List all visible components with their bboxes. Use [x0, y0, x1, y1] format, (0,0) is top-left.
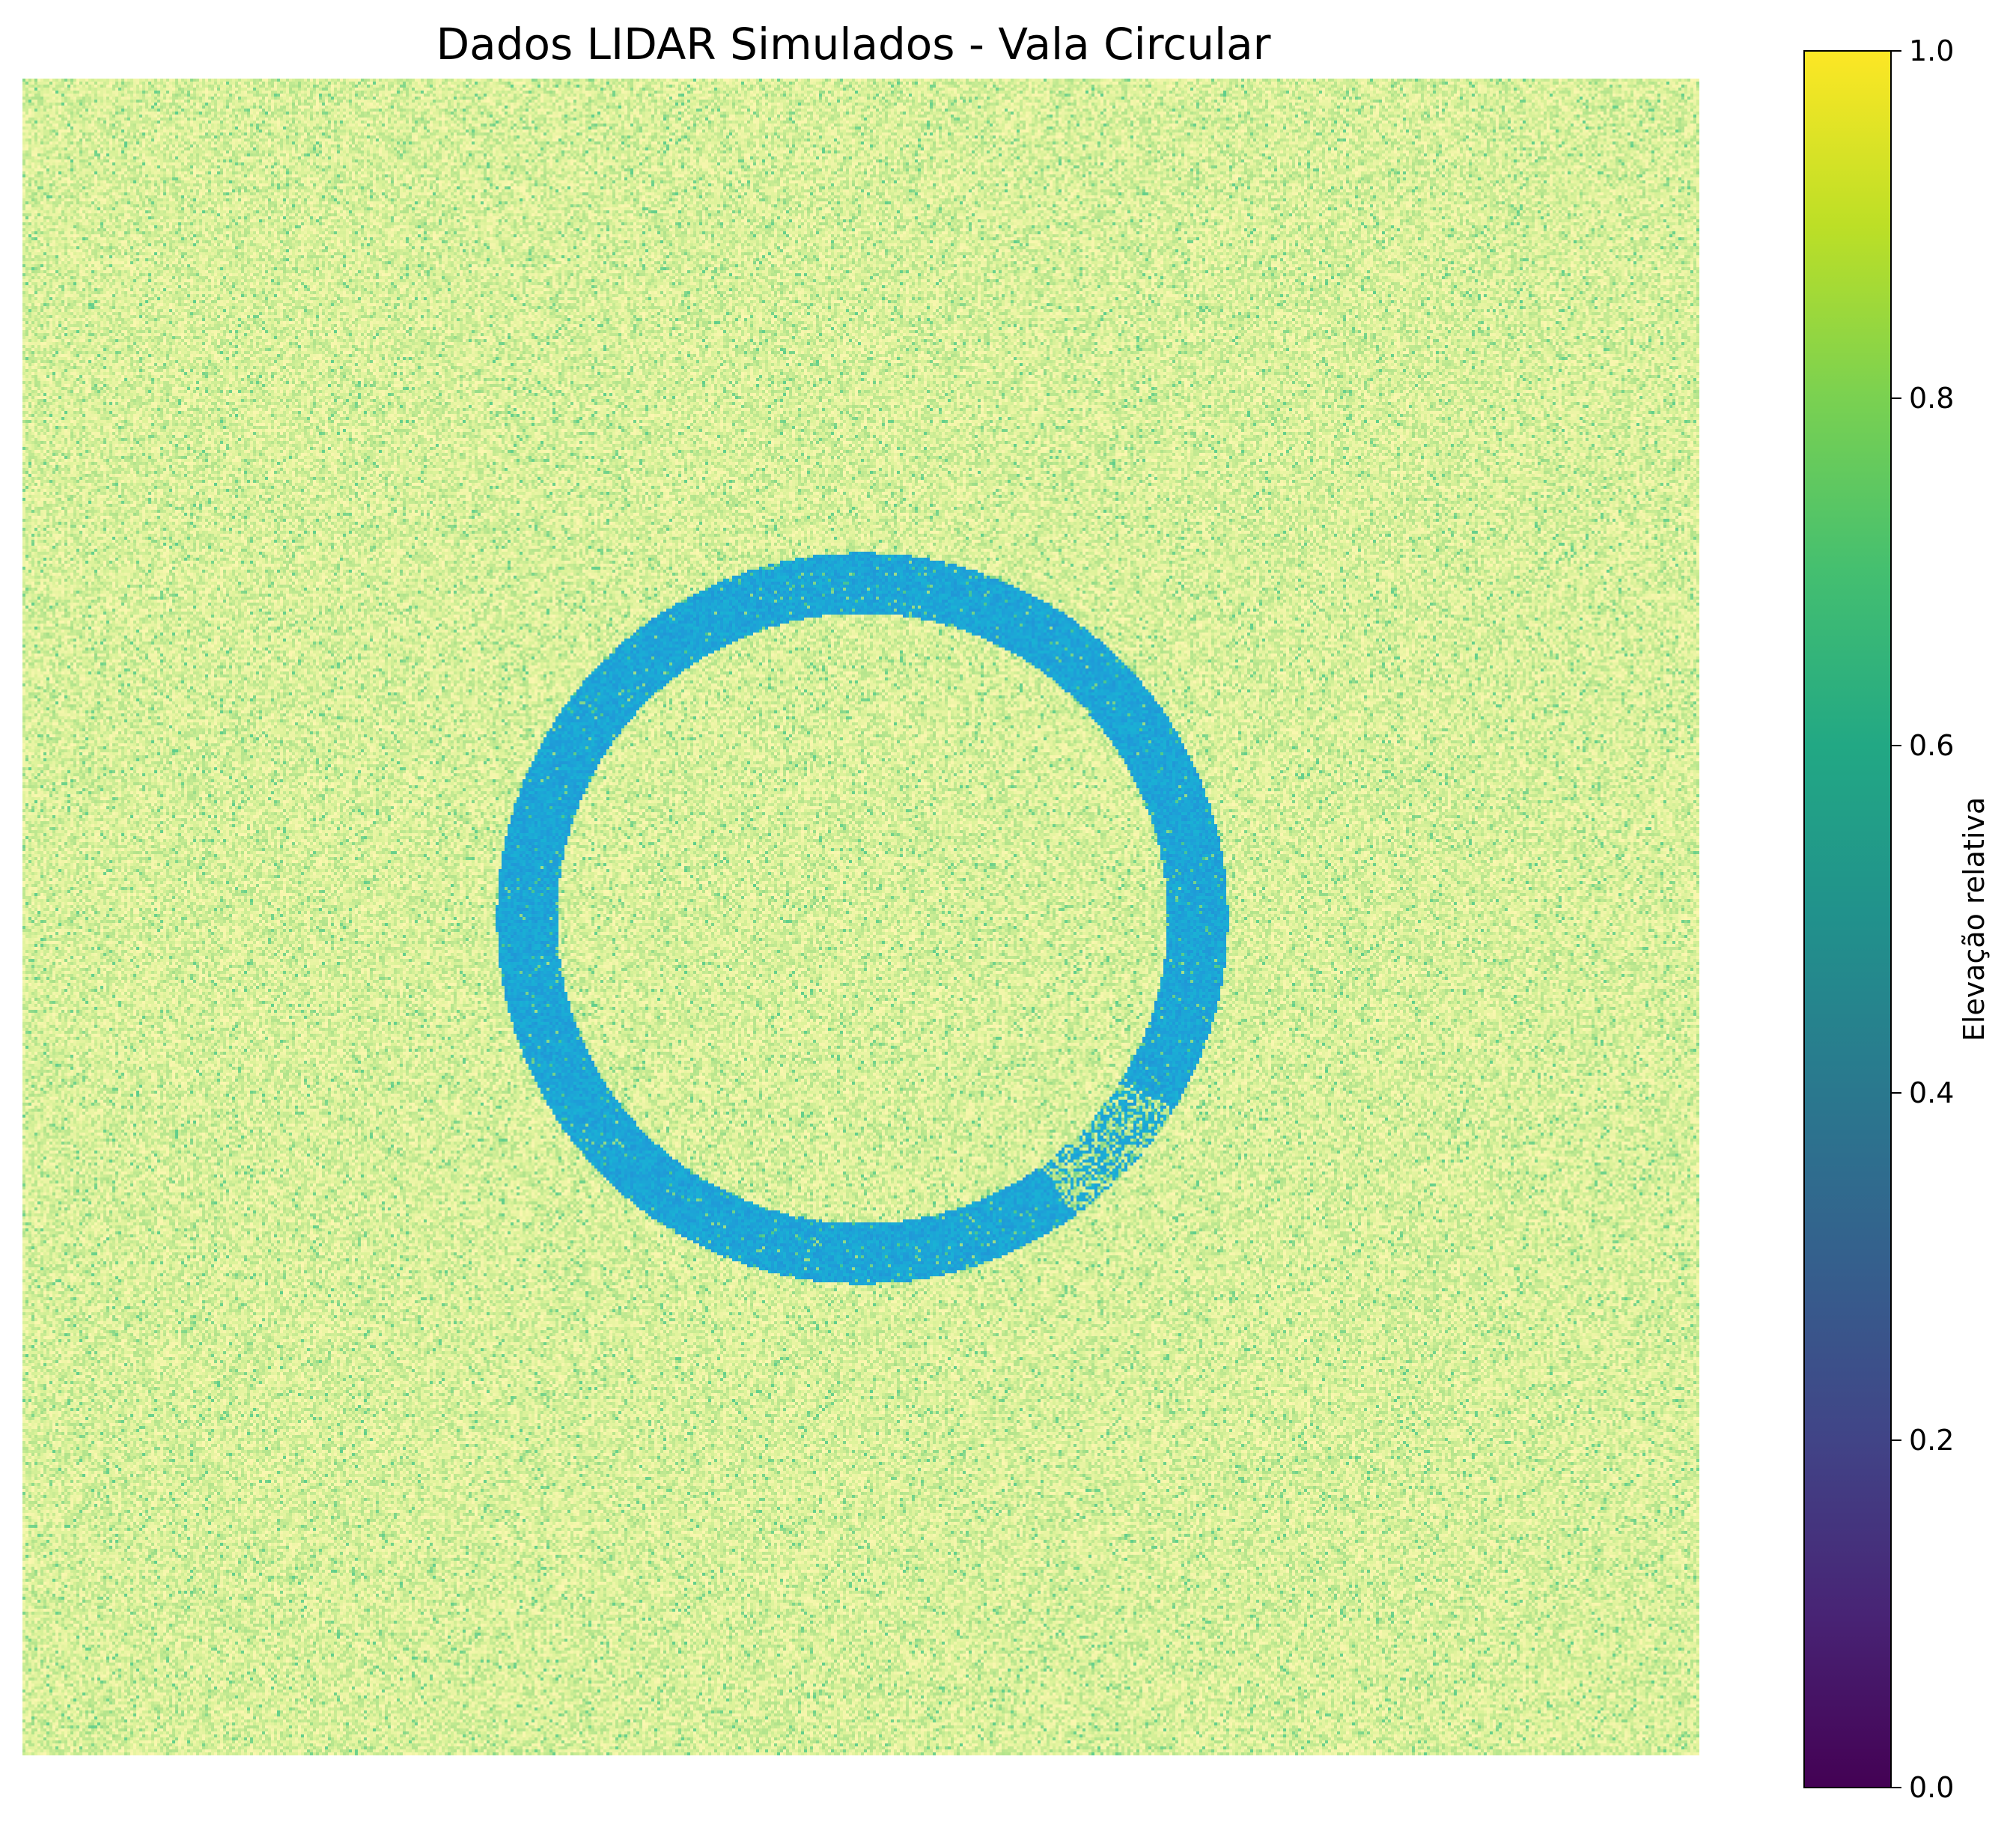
- heatmap-plot: [22, 79, 1699, 1755]
- heatmap-image: [22, 79, 1699, 1755]
- colorbar-tick-label: 0.6: [1909, 729, 1954, 762]
- chart-title: Dados LIDAR Simulados - Vala Circular: [436, 19, 1271, 70]
- colorbar-label: Elevação relativa: [1958, 797, 1991, 1041]
- colorbar-tick-label: 0.0: [1909, 1771, 1954, 1804]
- colorbar-tick-label: 0.2: [1909, 1424, 1954, 1457]
- colorbar: 0.0 0.2 0.4 0.6 0.8 1.0 Elevação relativa: [1803, 34, 1991, 1804]
- colorbar-ticks: 0.0 0.2 0.4 0.6 0.8 1.0: [1891, 34, 1954, 1804]
- colorbar-tick-label: 1.0: [1909, 34, 1954, 67]
- colorbar-gradient: [1803, 50, 1892, 1788]
- colorbar-tick-label: 0.8: [1909, 382, 1954, 415]
- colorbar-tick-label: 0.4: [1909, 1076, 1954, 1109]
